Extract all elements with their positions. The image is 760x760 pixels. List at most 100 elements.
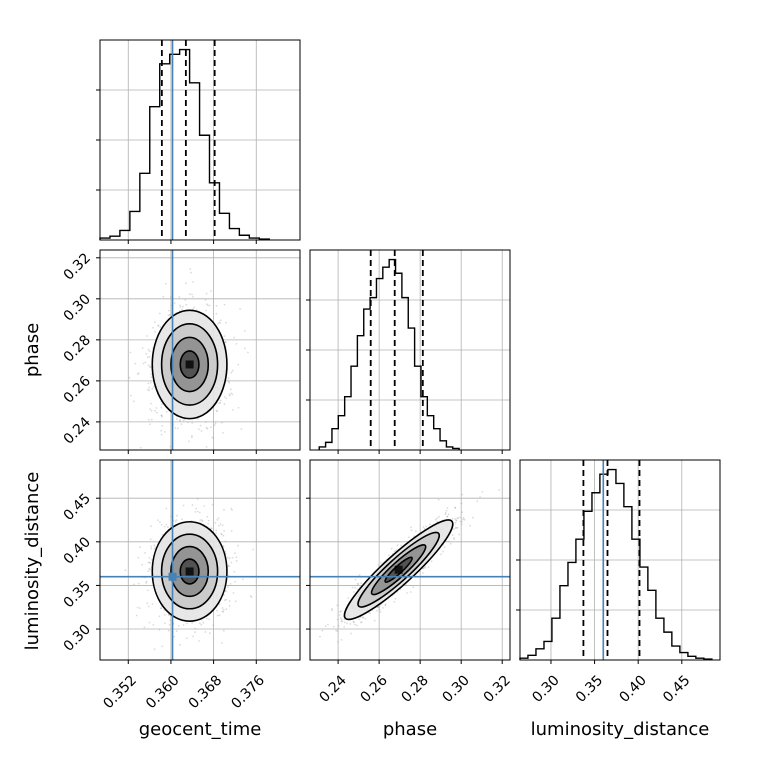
sample-point bbox=[157, 324, 159, 326]
sample-point bbox=[463, 517, 465, 519]
y-tick-label-phase-0: 0.24 bbox=[61, 414, 94, 447]
sample-point bbox=[236, 556, 238, 558]
sample-point bbox=[212, 504, 214, 506]
x-tick-label-luminosity_distance-3: 0.45 bbox=[660, 672, 693, 705]
y-tick-label-luminosity_distance-1: 0.35 bbox=[61, 578, 94, 611]
sample-point bbox=[347, 597, 349, 599]
y-tick-label-luminosity_distance-2: 0.40 bbox=[61, 534, 94, 567]
sample-point bbox=[482, 491, 484, 493]
sample-point bbox=[410, 591, 412, 593]
sample-point bbox=[148, 419, 150, 421]
joint-panel-geocent_time-phase bbox=[96, 250, 300, 462]
sample-point bbox=[203, 505, 205, 507]
panel-layer bbox=[96, 40, 720, 669]
sample-point bbox=[464, 519, 466, 521]
density-peak bbox=[186, 360, 194, 368]
sample-point bbox=[397, 544, 399, 546]
sample-point bbox=[415, 530, 417, 532]
sample-point bbox=[146, 581, 148, 583]
sample-point bbox=[145, 362, 147, 364]
sample-point bbox=[168, 310, 170, 312]
sample-point bbox=[170, 619, 172, 621]
sample-point bbox=[165, 508, 167, 510]
sample-point bbox=[133, 400, 135, 402]
sample-point bbox=[181, 309, 183, 311]
sample-point bbox=[479, 496, 481, 498]
sample-point bbox=[144, 552, 146, 554]
hist-panel-geocent_time bbox=[96, 40, 300, 244]
sample-point bbox=[194, 511, 196, 513]
sample-point bbox=[231, 509, 233, 511]
sample-point bbox=[244, 348, 246, 350]
sample-point bbox=[192, 296, 194, 298]
sample-point bbox=[358, 619, 360, 621]
sample-point bbox=[412, 586, 414, 588]
sample-point bbox=[436, 517, 438, 519]
sample-point bbox=[166, 411, 168, 413]
sample-point bbox=[149, 408, 151, 410]
sample-point bbox=[151, 388, 153, 390]
sample-point bbox=[145, 353, 147, 355]
x-tick-label-phase-3: 0.30 bbox=[440, 672, 473, 705]
sample-point bbox=[205, 421, 207, 423]
truth-point bbox=[169, 573, 177, 581]
sample-point bbox=[197, 418, 199, 420]
sample-point bbox=[235, 600, 237, 602]
sample-point bbox=[137, 557, 139, 559]
sample-point bbox=[133, 584, 135, 586]
y-tick-label-luminosity_distance-3: 0.45 bbox=[61, 491, 94, 524]
sample-point bbox=[191, 435, 193, 437]
sample-point bbox=[227, 557, 229, 559]
sample-point bbox=[179, 644, 181, 646]
sample-point bbox=[210, 427, 212, 429]
sample-point bbox=[237, 545, 239, 547]
sample-point bbox=[361, 621, 363, 623]
sample-point bbox=[220, 533, 222, 535]
y-tick-label-phase-4: 0.32 bbox=[61, 250, 94, 283]
sample-point bbox=[183, 624, 185, 626]
sample-point bbox=[224, 304, 226, 306]
sample-point bbox=[222, 607, 224, 609]
sample-point bbox=[137, 607, 139, 609]
sample-point bbox=[411, 529, 413, 531]
sample-point bbox=[191, 294, 193, 296]
sample-point bbox=[239, 308, 241, 310]
sample-point bbox=[149, 351, 151, 353]
sample-point bbox=[148, 557, 150, 559]
sample-point bbox=[215, 522, 217, 524]
sample-point bbox=[225, 322, 227, 324]
sample-point bbox=[149, 562, 151, 564]
sample-point bbox=[385, 604, 387, 606]
sample-point bbox=[242, 578, 244, 580]
sample-point bbox=[198, 640, 200, 642]
x-tick-label-geocent_time-0: 0.352 bbox=[100, 672, 140, 712]
sample-point bbox=[225, 341, 227, 343]
sample-point bbox=[353, 621, 355, 623]
sample-point bbox=[212, 624, 214, 626]
sample-point bbox=[438, 516, 440, 518]
sample-point bbox=[498, 489, 500, 491]
sample-point bbox=[164, 526, 166, 528]
sample-point bbox=[228, 565, 230, 567]
sample-point bbox=[422, 572, 424, 574]
sample-point bbox=[224, 335, 226, 337]
sample-point bbox=[214, 424, 216, 426]
sample-point bbox=[215, 313, 217, 315]
sample-point bbox=[161, 434, 163, 436]
sample-point bbox=[170, 516, 172, 518]
sample-point bbox=[150, 366, 152, 368]
sample-point bbox=[207, 428, 209, 430]
sample-point bbox=[217, 615, 219, 617]
sample-point bbox=[206, 446, 208, 448]
sample-point bbox=[213, 438, 215, 440]
sample-point bbox=[176, 515, 178, 517]
sample-point bbox=[216, 519, 218, 521]
sample-point bbox=[161, 415, 163, 417]
sample-point bbox=[228, 382, 230, 384]
sample-point bbox=[429, 523, 431, 525]
sample-point bbox=[238, 407, 240, 409]
sample-point bbox=[183, 420, 185, 422]
x-tick-label-phase-2: 0.28 bbox=[399, 672, 432, 705]
sample-point bbox=[149, 356, 151, 358]
